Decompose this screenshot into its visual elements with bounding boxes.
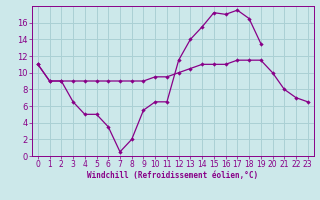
X-axis label: Windchill (Refroidissement éolien,°C): Windchill (Refroidissement éolien,°C) (87, 171, 258, 180)
